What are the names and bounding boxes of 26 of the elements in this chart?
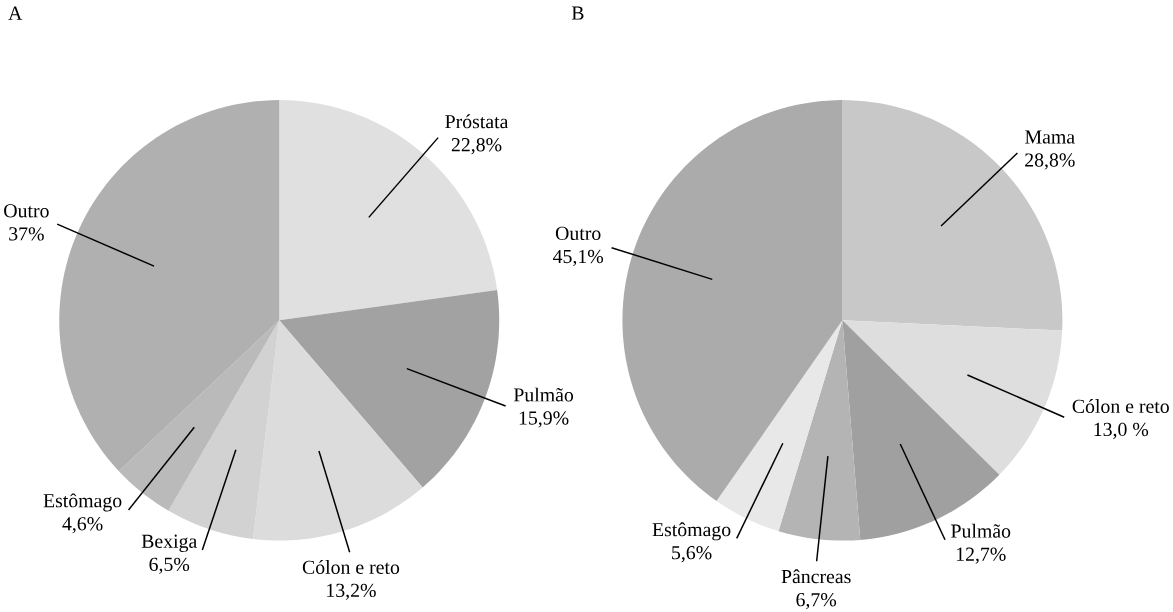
- data-label: 22,8%: [451, 137, 502, 155]
- slice-label: Pulmão: [951, 523, 1011, 538]
- data-label: 15,9%: [519, 411, 569, 428]
- slice-label: Outro: [4, 203, 49, 218]
- slice-label: Pâncreas: [781, 569, 851, 583]
- data-label: 6,7%: [796, 592, 837, 609]
- chart-title: A: [8, 6, 23, 20]
- data-label: 6,5%: [149, 557, 190, 574]
- chart-title: B: [571, 6, 584, 20]
- slice-label: Bexiga: [141, 534, 197, 552]
- slice-label: Mama: [1025, 130, 1075, 144]
- data-label: 13,0 %: [1094, 422, 1149, 439]
- slice-label: Pulmão: [513, 387, 574, 402]
- data-label: 12,7%: [956, 547, 1006, 564]
- slice-label: Outro: [555, 226, 601, 240]
- data-label: 28,8%: [1025, 153, 1075, 170]
- data-label: 13,2%: [327, 583, 376, 600]
- slice-label: Estômago: [43, 493, 122, 512]
- data-label: 45,1%: [553, 249, 604, 266]
- slice-label: Cólon e reto: [1072, 398, 1169, 413]
- slice-label: Cólon e reto: [302, 559, 400, 574]
- data-label: 37%: [9, 226, 44, 241]
- slice-label: Próstata: [445, 114, 509, 129]
- slice-label: Estômago: [652, 522, 731, 541]
- data-label: 4,6%: [62, 516, 103, 534]
- data-label: 5,6%: [672, 545, 712, 563]
